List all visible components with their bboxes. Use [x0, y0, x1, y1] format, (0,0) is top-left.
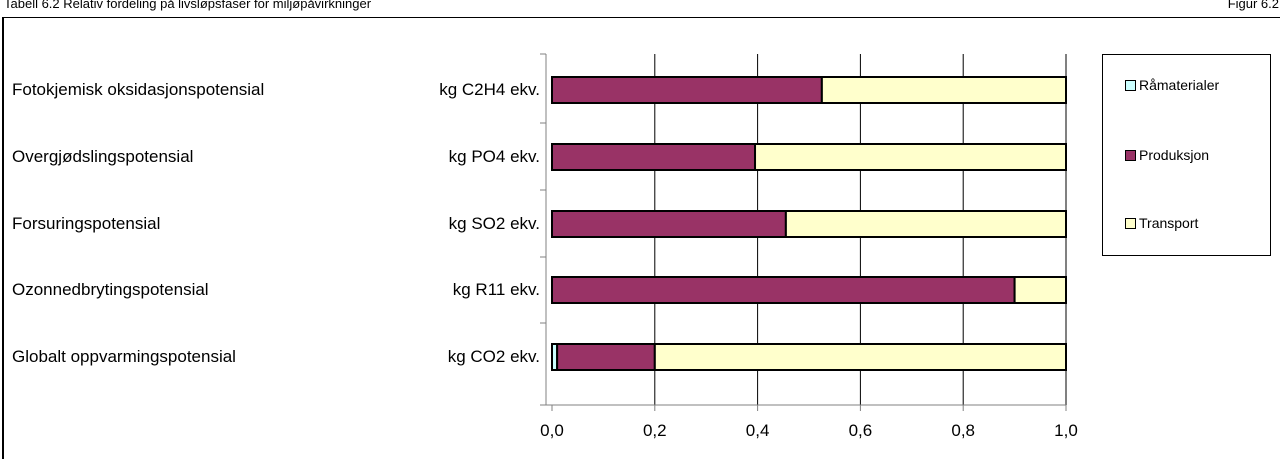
- legend-label: Råmaterialer: [1139, 77, 1220, 93]
- legend: Råmaterialer Produksjon Transport: [1102, 54, 1271, 256]
- bar-segment: [551, 210, 787, 238]
- bar-segment: [556, 343, 656, 371]
- bar-segment: [1013, 276, 1067, 304]
- unit-label: kg C2H4 ekv.: [439, 80, 540, 99]
- unit-label: kg CO2 ekv.: [447, 347, 540, 366]
- bar-segment: [653, 343, 1067, 371]
- chart-frame: [2, 17, 1280, 459]
- x-tick-label: 0,0: [540, 421, 564, 440]
- x-tick-label: 1,0: [1054, 421, 1078, 440]
- bar-segment: [551, 143, 757, 171]
- legend-label: Produksjon: [1139, 147, 1210, 163]
- header-left-text: Tabell 6.2 Relativ fordeling på livsløps…: [4, 0, 372, 11]
- legend-label: Transport: [1139, 215, 1199, 231]
- category-label: Fotokjemisk oksidasjonspotensial: [12, 80, 265, 99]
- x-tick-label: 0,4: [745, 421, 770, 440]
- legend-item: Råmaterialer: [1125, 77, 1219, 93]
- x-tick-label: 0,2: [642, 421, 667, 440]
- header-right-text: Figur 6.2: [1227, 0, 1279, 11]
- header-strip: Tabell 6.2 Relativ fordeling på livsløps…: [0, 0, 1283, 14]
- bar-segment: [551, 76, 823, 104]
- legend-swatch: [1125, 217, 1136, 229]
- x-tick-label: 0,8: [951, 421, 975, 440]
- x-tick-label: 0,6: [848, 421, 873, 440]
- category-label: Globalt oppvarmingspotensial: [12, 347, 236, 366]
- bar-segment: [820, 76, 1067, 104]
- category-label: Forsuringspotensial: [12, 214, 161, 233]
- legend-item: Transport: [1125, 215, 1198, 231]
- legend-item: Produksjon: [1125, 147, 1209, 163]
- unit-label: kg R11 ekv.: [452, 280, 540, 299]
- bar-segment: [784, 210, 1067, 238]
- category-label: Overgjødslingspotensial: [12, 147, 194, 166]
- unit-label: kg PO4 ekv.: [448, 147, 540, 166]
- bar-segment: [551, 276, 1016, 304]
- unit-label: kg SO2 ekv.: [448, 214, 540, 233]
- category-label: Ozonnedbrytingspotensial: [12, 280, 209, 299]
- bar-segment: [754, 143, 1068, 171]
- legend-swatch: [1125, 79, 1136, 91]
- legend-swatch: [1125, 149, 1136, 161]
